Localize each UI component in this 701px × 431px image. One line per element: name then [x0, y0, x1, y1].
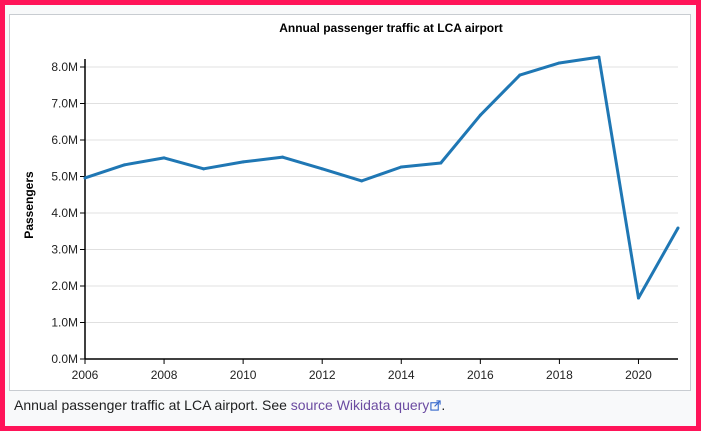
x-tick-label: 2012: [309, 368, 336, 382]
chart-title: Annual passenger traffic at LCA airport: [279, 21, 503, 35]
x-tick-label: 2010: [230, 368, 257, 382]
data-point-2012: [320, 167, 324, 171]
external-link-icon: [430, 400, 441, 411]
data-point-2017: [518, 73, 522, 77]
caption-text: Annual passenger traffic at LCA airport.…: [14, 397, 291, 413]
data-point-2006: [83, 176, 87, 180]
axes: 0.0M 1.0M 2.0M 3.0M 4.0M 5.0M 6.0M 7.0M 8.0M 2006…: [51, 59, 678, 382]
x-tick-label: 2020: [625, 368, 652, 382]
line-chart: 0.0M 1.0M 2.0M 3.0M 4.0M 5.0M 6.0M 7.0M 8.0M 2006…: [22, 21, 680, 382]
figure-caption: Annual passenger traffic at LCA airport.…: [14, 397, 445, 413]
data-point-2007: [123, 163, 127, 167]
data-point-2016: [478, 113, 482, 117]
data-point-2020: [636, 296, 640, 300]
y-tick-label: 5.0M: [51, 170, 78, 184]
source-wikidata-query-link[interactable]: source Wikidata query: [290, 397, 430, 413]
y-tick-label: 6.0M: [51, 133, 78, 147]
x-tick-label: 2018: [546, 368, 573, 382]
data-point-2013: [360, 179, 364, 183]
grid-lines: [85, 66, 678, 323]
data-point-2009: [202, 167, 206, 171]
data-point-2011: [281, 155, 285, 159]
y-tick-label: 1.0M: [51, 316, 78, 330]
y-tick-label: 8.0M: [51, 60, 78, 74]
y-tick-label: 3.0M: [51, 243, 78, 257]
caption-end: .: [441, 397, 446, 413]
chart-container: 0.0M 1.0M 2.0M 3.0M 4.0M 5.0M 6.0M 7.0M 8.0M 2006…: [9, 14, 691, 391]
x-tick-label: 2014: [388, 368, 415, 382]
y-tick-label: 0.0M: [51, 352, 78, 366]
x-tick-label: 2008: [151, 368, 178, 382]
data-point-2010: [241, 160, 245, 164]
series-marks: [83, 55, 680, 300]
data-point-2018: [557, 61, 561, 65]
y-axis-label: Passengers: [22, 171, 36, 239]
data-point-2021: [676, 226, 680, 230]
data-point-2014: [399, 165, 403, 169]
data-point-2015: [439, 161, 443, 165]
y-tick-label: 7.0M: [51, 97, 78, 111]
y-tick-label: 4.0M: [51, 206, 78, 220]
x-tick-label: 2016: [467, 368, 494, 382]
data-point-2019: [597, 55, 601, 59]
x-tick-label: 2006: [72, 368, 99, 382]
y-tick-label: 2.0M: [51, 279, 78, 293]
figure-frame: 0.0M 1.0M 2.0M 3.0M 4.0M 5.0M 6.0M 7.0M 8.0M 2006…: [5, 5, 696, 426]
passenger-series-line: [84, 55, 680, 300]
data-point-2008: [162, 156, 166, 160]
